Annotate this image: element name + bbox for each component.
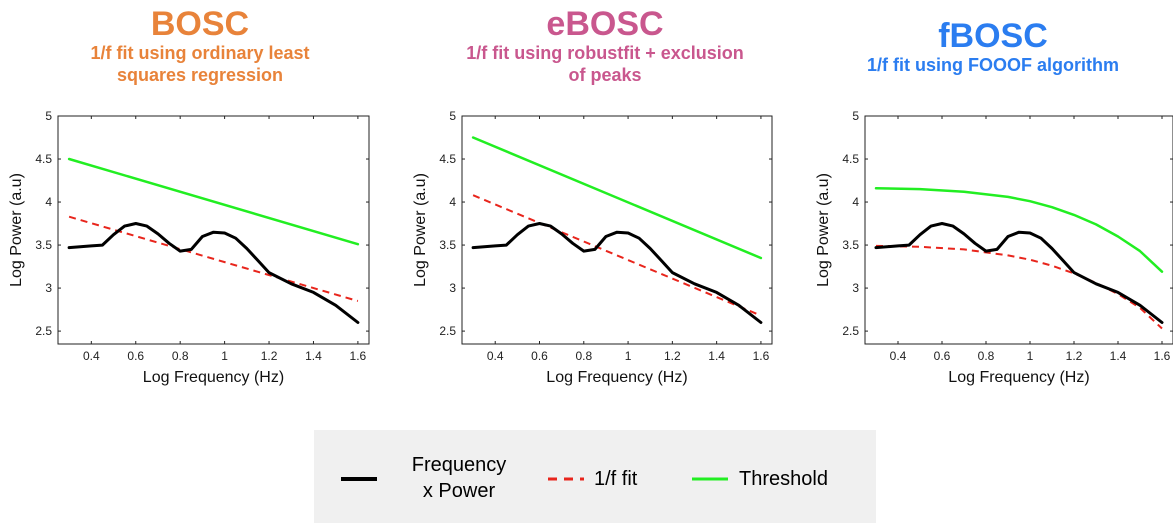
legend-spectrum-line: Frequency — [411, 454, 507, 476]
threshold-line — [874, 187, 1164, 273]
chart-subtitle: 1/f fit using FOOOF algorithm — [867, 55, 1119, 75]
x-axis-label: Log Frequency (Hz) — [546, 369, 687, 386]
y-tick-label: 2.5 — [842, 324, 859, 338]
x-tick-label: 1.2 — [1066, 349, 1083, 363]
y-tick-label: 2.5 — [439, 324, 456, 338]
y-tick-label: 4.5 — [35, 152, 52, 166]
y-tick-label: 4.5 — [439, 152, 456, 166]
x-tick-label: 0.6 — [934, 349, 951, 363]
chart-subtitle: squares regression — [116, 65, 284, 85]
fit-line — [68, 215, 359, 302]
legend-spectrum-label: Frequency x Power — [384, 452, 534, 504]
spectrum-line — [67, 222, 360, 324]
y-tick-label: 2.5 — [35, 324, 52, 338]
panel-title-fbosc: fBOSC 1/f fit using FOOOF algorithm — [813, 18, 1173, 76]
chart-subtitle: 1/f fit using ordinary least — [90, 43, 310, 63]
chart-title: BOSC — [150, 5, 250, 43]
x-tick-label: 1.2 — [261, 349, 278, 363]
spectrum-line — [471, 222, 763, 324]
plot-frame — [57, 115, 370, 345]
x-tick-label: 0.8 — [172, 349, 189, 363]
y-tick-label: 4 — [852, 195, 859, 209]
x-tick-label: 0.6 — [531, 349, 548, 363]
x-tick-label: 0.4 — [890, 349, 907, 363]
threshold-line — [67, 157, 360, 246]
y-tick-label: 4 — [45, 195, 52, 209]
fit-line — [875, 244, 1163, 330]
panel-title-ebosc: eBOSC 1/f fit using robustfit + exclusio… — [405, 6, 805, 86]
x-tick-label: 1 — [1027, 349, 1034, 363]
x-tick-label: 0.6 — [127, 349, 144, 363]
x-tick-label: 1.4 — [708, 349, 725, 363]
chart-panel-1: 0.4 0.6 0.8 1 1.2 1.4 1.6 2.5 3 3.5 4 4.5 5 Log Frequ… — [412, 109, 773, 386]
x-tick-label: 1.2 — [664, 349, 681, 363]
legend-threshold-label: Threshold — [739, 468, 828, 490]
y-tick-label: 4.5 — [842, 152, 859, 166]
plot-frame — [461, 115, 773, 345]
x-tick-label: 1.6 — [1154, 349, 1171, 363]
y-tick-label: 5 — [449, 109, 456, 123]
x-tick-label: 0.8 — [978, 349, 995, 363]
x-tick-label: 1.4 — [305, 349, 322, 363]
x-tick-label: 1.4 — [1110, 349, 1127, 363]
y-tick-label: 3.5 — [439, 238, 456, 252]
y-tick-label: 3 — [449, 281, 456, 295]
x-tick-label: 0.8 — [575, 349, 592, 363]
spectrum-line — [874, 222, 1164, 324]
y-tick-label: 3.5 — [842, 238, 859, 252]
x-tick-label: 1.6 — [350, 349, 367, 363]
panel-title-bosc: BOSC 1/f fit using ordinary least square… — [0, 6, 400, 86]
x-tick-label: 1 — [625, 349, 632, 363]
x-axis-label: Log Frequency (Hz) — [143, 369, 284, 386]
chart-title: eBOSC — [546, 5, 664, 43]
chart-panel-2: 0.4 0.6 0.8 1 1.2 1.4 1.6 2.5 3 3.5 4 4.5 5 Log Frequ… — [815, 109, 1173, 386]
x-tick-label: 1 — [221, 349, 228, 363]
legend: Frequency x Power 1/f fit Threshold — [314, 430, 876, 523]
legend-spectrum-line: x Power — [422, 480, 496, 502]
legend-swatches — [341, 477, 728, 481]
threshold-line — [471, 136, 763, 260]
chart-subtitle: of peaks — [568, 65, 642, 85]
chart-subtitle: 1/f fit using robustfit + exclusion — [466, 43, 744, 63]
x-axis-label: Log Frequency (Hz) — [948, 369, 1089, 386]
y-tick-label: 5 — [852, 109, 859, 123]
y-axis-label: Log Power (a.u) — [412, 173, 429, 287]
x-tick-label: 0.4 — [83, 349, 100, 363]
y-axis-label: Log Power (a.u) — [8, 173, 25, 287]
charts-canvas: 0.4 0.6 0.8 1 1.2 1.4 1.6 2.5 3 3.5 4 4.5 5 Log Frequ… — [8, 109, 1173, 386]
chart-panel-0: 0.4 0.6 0.8 1 1.2 1.4 1.6 2.5 3 3.5 4 4.5 5 Log Frequ… — [8, 109, 370, 386]
plot-frame — [864, 115, 1173, 345]
fit-line — [472, 194, 762, 317]
y-axis-label: Log Power (a.u) — [815, 173, 832, 287]
y-tick-label: 5 — [45, 109, 52, 123]
y-tick-label: 4 — [449, 195, 456, 209]
y-tick-label: 3 — [45, 281, 52, 295]
chart-title: fBOSC — [938, 17, 1048, 55]
legend-fit-label: 1/f fit — [594, 468, 638, 490]
x-tick-label: 0.4 — [487, 349, 504, 363]
x-tick-label: 1.6 — [753, 349, 770, 363]
y-tick-label: 3.5 — [35, 238, 52, 252]
y-tick-label: 3 — [852, 281, 859, 295]
